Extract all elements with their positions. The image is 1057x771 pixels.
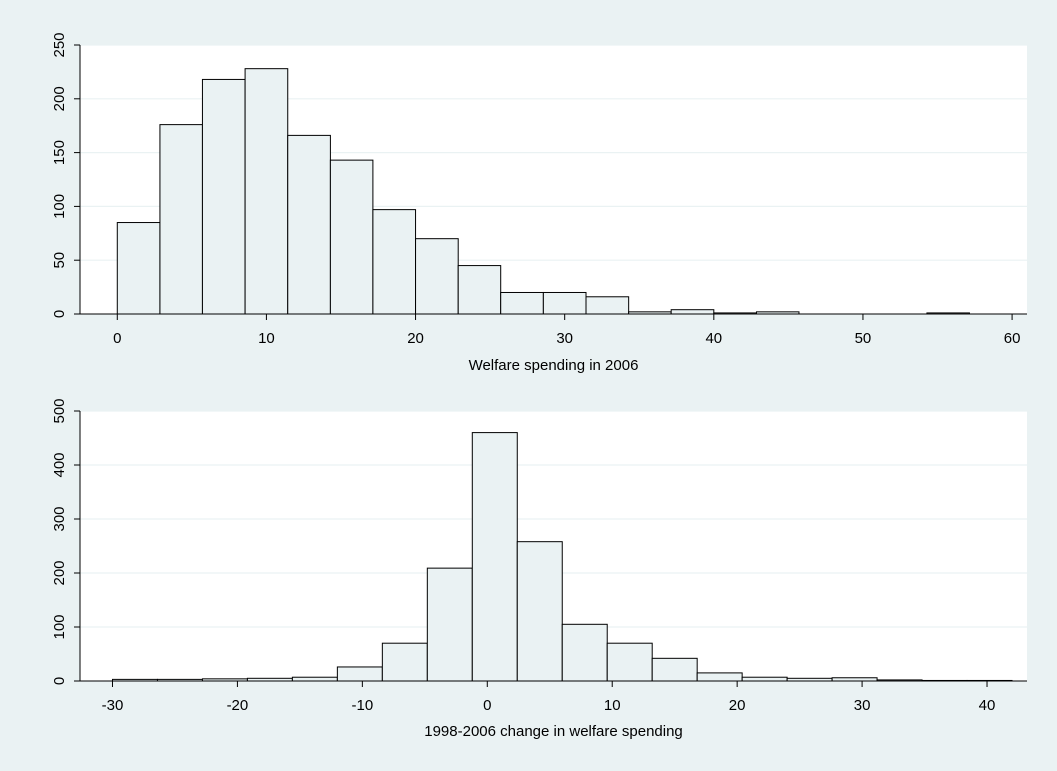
histogram-bar-welfare-2006-9 — [500, 291, 544, 315]
x-axis-label-welfare-2006: Welfare spending in 2006 — [469, 357, 639, 374]
x-tick-label-welfare-change--20: -20 — [227, 697, 249, 714]
histogram-bar-welfare-change-12 — [651, 657, 698, 682]
histogram-bar-welfare-2006-1 — [159, 124, 203, 315]
axes-welfare-change: 0 100 200 300 400 500 -30 -20 -10 0 10 20 30 40 — [51, 398, 1027, 714]
x-tick-label-welfare-change-10: 10 — [604, 697, 621, 714]
x-tick-label-welfare-2006-40: 40 — [705, 330, 722, 347]
x-tick-label-welfare-change-20: 20 — [729, 697, 746, 714]
y-tick-label-welfare-change-200: 200 — [51, 560, 68, 585]
x-tick-label-welfare-change-30: 30 — [854, 697, 871, 714]
histogram-bar-welfare-2006-7 — [415, 238, 459, 315]
histogram-bar-welfare-change-10 — [561, 623, 608, 682]
x-tick-label-welfare-change--30: -30 — [102, 697, 124, 714]
histogram-bar-welfare-2006-3 — [244, 68, 289, 315]
y-tick-label-welfare-2006-100: 100 — [51, 194, 68, 219]
histogram-bar-welfare-change-13 — [696, 672, 743, 682]
y-tick-label-welfare-2006-150: 150 — [51, 140, 68, 165]
histogram-bar-welfare-2006-4 — [287, 134, 331, 315]
x-tick-label-welfare-2006-60: 60 — [1004, 330, 1021, 347]
histogram-bar-welfare-change-14 — [741, 676, 788, 682]
histogram-bar-welfare-2006-11 — [585, 296, 630, 315]
histogram-bar-welfare-change-11 — [606, 642, 653, 682]
x-tick-label-welfare-2006-30: 30 — [556, 330, 573, 347]
x-tick-label-welfare-change-0: 0 — [483, 697, 491, 714]
histogram-bar-welfare-2006-10 — [542, 291, 587, 315]
histogram-bar-welfare-change-6 — [381, 642, 428, 682]
histogram-bar-welfare-2006-5 — [329, 159, 374, 315]
histogram-bar-welfare-2006-2 — [201, 78, 246, 315]
histogram-bar-welfare-2006-0 — [116, 222, 161, 315]
y-tick-label-welfare-change-0: 0 — [51, 677, 68, 685]
y-tick-label-welfare-change-100: 100 — [51, 614, 68, 639]
histogram-bar-welfare-2006-8 — [457, 265, 502, 315]
x-tick-label-welfare-2006-0: 0 — [113, 330, 121, 347]
x-axis-label-welfare-change: 1998-2006 change in welfare spending — [424, 723, 683, 740]
y-tick-label-welfare-2006-200: 200 — [51, 86, 68, 111]
histogram-bar-welfare-2006-6 — [372, 209, 417, 315]
panel-welfare-change: 0 100 200 300 400 500 -30 -20 -10 0 10 20 30 40 1998-… — [51, 398, 1027, 740]
histogram-bar-welfare-change-5 — [336, 666, 383, 682]
y-tick-label-welfare-2006-250: 250 — [51, 32, 68, 57]
y-tick-label-welfare-change-300: 300 — [51, 506, 68, 531]
y-tick-label-welfare-2006-50: 50 — [51, 252, 68, 269]
bars-welfare-2006 — [116, 68, 970, 315]
histogram-bar-welfare-change-4 — [291, 676, 338, 682]
histogram-bar-welfare-change-8 — [471, 432, 518, 682]
x-tick-label-welfare-2006-10: 10 — [258, 330, 275, 347]
x-tick-label-welfare-2006-20: 20 — [407, 330, 424, 347]
panel-welfare-2006: 0 50 100 150 200 250 0 10 20 30 40 50 60 Welfare spe… — [51, 32, 1027, 374]
x-tick-label-welfare-change--10: -10 — [352, 697, 374, 714]
x-tick-label-welfare-2006-50: 50 — [855, 330, 872, 347]
x-tick-label-welfare-change-40: 40 — [979, 697, 996, 714]
y-tick-label-welfare-change-500: 500 — [51, 398, 68, 423]
axes-welfare-2006: 0 50 100 150 200 250 0 10 20 30 40 50 60 — [51, 32, 1027, 347]
histogram-bar-welfare-change-9 — [516, 541, 563, 682]
histogram-bar-welfare-2006-13 — [670, 309, 715, 315]
y-tick-label-welfare-2006-0: 0 — [51, 310, 68, 318]
y-tick-label-welfare-change-400: 400 — [51, 452, 68, 477]
histogram-bar-welfare-change-7 — [426, 567, 473, 682]
bars-welfare-change — [111, 432, 1013, 682]
